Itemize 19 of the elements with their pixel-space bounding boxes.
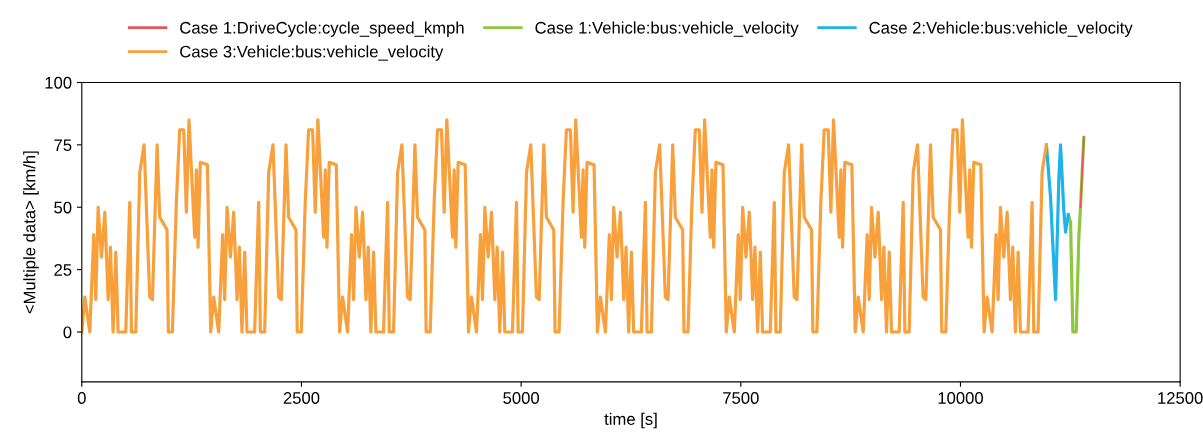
y-tick-label: 0 [63,326,72,339]
y-tick-label: 100 [45,76,72,89]
x-tick-label: 10000 [938,392,983,404]
x-tick-label: 12500 [1158,392,1203,404]
x-axis-title: time [s] [604,412,657,429]
x-tick-label: 2500 [283,392,320,404]
x-tick-label: 5000 [503,392,540,404]
line-series [81,118,1049,334]
legend-label: Case 3:Vehicle:bus:vehicle_velocity [180,45,444,61]
legend-label: Case 1:DriveCycle:cycle_speed_kmph [180,21,464,37]
legend-label: Case 1:Vehicle:bus:vehicle_velocity [535,21,799,37]
y-tick-label: 25 [54,264,72,276]
x-tick-label: 7500 [723,392,759,404]
y-tick-label: 75 [54,139,72,152]
x-tick-label: 0 [77,392,86,404]
y-tick-label: 50 [54,201,72,214]
y-axis-title: <Multiple data> [km/h] [23,151,39,314]
line-series [1044,143,1070,302]
legend-label: Case 2:Vehicle:bus:vehicle_velocity [869,21,1133,37]
